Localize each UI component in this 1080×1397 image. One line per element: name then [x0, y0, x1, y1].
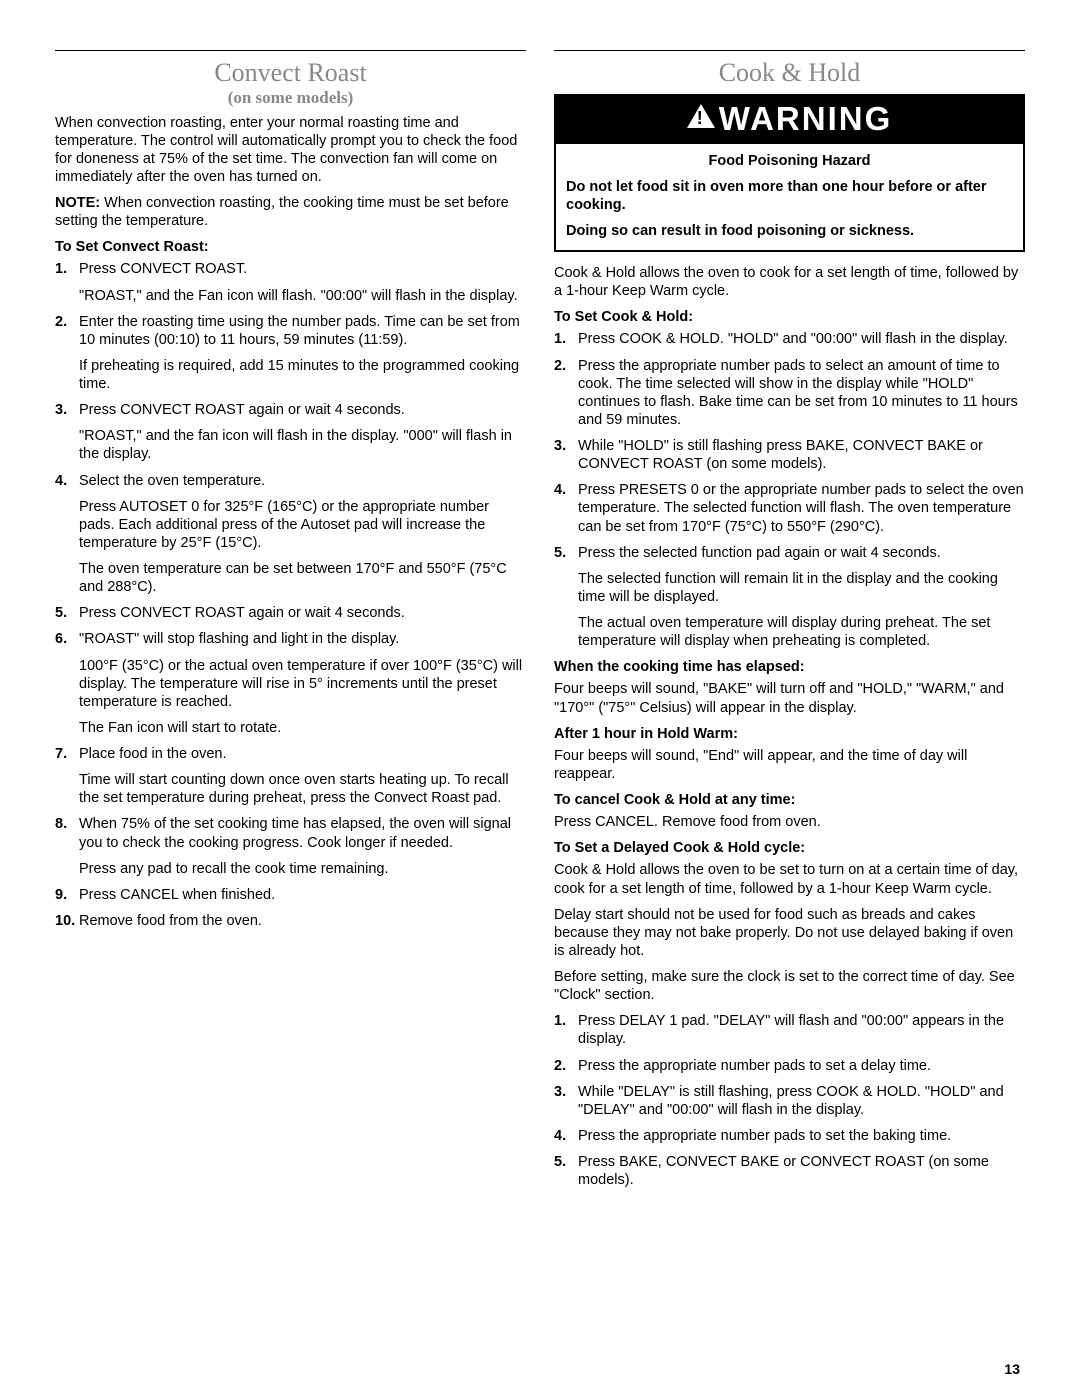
step-text: Place food in the oven. — [79, 746, 227, 762]
list-item: Remove food from the oven. — [55, 912, 526, 930]
list-item: While "DELAY" is still flashing, press C… — [554, 1083, 1025, 1119]
step-text: When 75% of the set cooking time has ela… — [79, 816, 511, 850]
list-item: Press the appropriate number pads to set… — [554, 1127, 1025, 1145]
convect-roast-subtitle: (on some models) — [55, 88, 526, 108]
cook-hold-title: Cook & Hold — [554, 59, 1025, 88]
convect-note: NOTE: When convection roasting, the cook… — [55, 194, 526, 230]
step-text: Press CANCEL when finished. — [79, 887, 275, 903]
step-sub: Time will start counting down once oven … — [79, 771, 526, 807]
step-sub: Press AUTOSET 0 for 325°F (165°C) or the… — [79, 498, 526, 552]
warning-p1: Do not let food sit in oven more than on… — [566, 178, 1013, 214]
warning-hazard: Food Poisoning Hazard — [566, 152, 1013, 170]
elapsed-text: Four beeps will sound, "BAKE" will turn … — [554, 680, 1025, 716]
step-text: Press the appropriate number pads to set… — [578, 1058, 931, 1074]
cook-hold-intro: Cook & Hold allows the oven to cook for … — [554, 264, 1025, 300]
elapsed-heading: When the cooking time has elapsed: — [554, 658, 1025, 676]
warning-p2: Doing so can result in food poisoning or… — [566, 222, 1013, 240]
step-sub: The Fan icon will start to rotate. — [79, 719, 526, 737]
list-item: Place food in the oven. Time will start c… — [55, 745, 526, 807]
warning-body: Food Poisoning Hazard Do not let food si… — [556, 144, 1023, 251]
delay-p1: Cook & Hold allows the oven to be set to… — [554, 861, 1025, 897]
list-item: Press the appropriate number pads to set… — [554, 1057, 1025, 1075]
step-text: Enter the roasting time using the number… — [79, 314, 520, 348]
page-number: 13 — [1004, 1361, 1020, 1377]
list-item: While "HOLD" is still flashing press BAK… — [554, 437, 1025, 473]
step-sub: 100°F (35°C) or the actual oven temperat… — [79, 657, 526, 711]
column-rule — [55, 50, 526, 51]
step-text: Press the appropriate number pads to sel… — [578, 358, 1018, 428]
step-sub: "ROAST," and the fan icon will flash in … — [79, 427, 526, 463]
list-item: Press CONVECT ROAST again or wait 4 seco… — [55, 604, 526, 622]
after-heading: After 1 hour in Hold Warm: — [554, 725, 1025, 743]
note-text: When convection roasting, the cooking ti… — [55, 195, 509, 229]
delay-p2: Delay start should not be used for food … — [554, 906, 1025, 960]
step-text: While "HOLD" is still flashing press BAK… — [578, 438, 983, 472]
step-text: Press CONVECT ROAST again or wait 4 seco… — [79, 402, 405, 418]
step-sub: If preheating is required, add 15 minute… — [79, 357, 526, 393]
step-text: Press DELAY 1 pad. "DELAY" will flash an… — [578, 1013, 1004, 1047]
step-text: Remove food from the oven. — [79, 913, 262, 929]
list-item: "ROAST" will stop flashing and light in … — [55, 630, 526, 737]
list-item: Press CANCEL when finished. — [55, 886, 526, 904]
step-sub: The actual oven temperature will display… — [578, 614, 1025, 650]
cook-hold-steps-list: Press COOK & HOLD. "HOLD" and "00:00" wi… — [554, 330, 1025, 650]
step-text: Select the oven temperature. — [79, 473, 265, 489]
step-text: Press PRESETS 0 or the appropriate numbe… — [578, 482, 1024, 534]
step-sub: The oven temperature can be set between … — [79, 560, 526, 596]
cancel-text: Press CANCEL. Remove food from oven. — [554, 813, 1025, 831]
step-text: Press BAKE, CONVECT BAKE or CONVECT ROAS… — [578, 1154, 989, 1188]
left-column: Convect Roast (on some models) When conv… — [55, 50, 526, 1197]
step-text: "ROAST" will stop flashing and light in … — [79, 631, 399, 647]
right-column: Cook & Hold WARNING Food Poisoning Hazar… — [554, 50, 1025, 1197]
column-rule — [554, 50, 1025, 51]
list-item: Press BAKE, CONVECT BAKE or CONVECT ROAS… — [554, 1153, 1025, 1189]
list-item: When 75% of the set cooking time has ela… — [55, 815, 526, 877]
step-text: Press CONVECT ROAST. — [79, 261, 247, 277]
warning-header: WARNING — [556, 96, 1023, 144]
list-item: Press the appropriate number pads to sel… — [554, 357, 1025, 430]
step-text: While "DELAY" is still flashing, press C… — [578, 1084, 1004, 1118]
list-item: Press DELAY 1 pad. "DELAY" will flash an… — [554, 1012, 1025, 1048]
step-text: Press CONVECT ROAST again or wait 4 seco… — [79, 605, 405, 621]
list-item: Enter the roasting time using the number… — [55, 313, 526, 394]
step-text: Press COOK & HOLD. "HOLD" and "00:00" wi… — [578, 331, 1008, 347]
convect-roast-title: Convect Roast — [55, 59, 526, 88]
warning-triangle-icon — [687, 104, 715, 128]
list-item: Press CONVECT ROAST again or wait 4 seco… — [55, 401, 526, 463]
convect-intro: When convection roasting, enter your nor… — [55, 114, 526, 187]
warning-label: WARNING — [719, 100, 893, 137]
set-convect-heading: To Set Convect Roast: — [55, 238, 526, 256]
cancel-heading: To cancel Cook & Hold at any time: — [554, 791, 1025, 809]
step-sub: Press any pad to recall the cook time re… — [79, 860, 526, 878]
note-label: NOTE: — [55, 195, 100, 211]
delay-heading: To Set a Delayed Cook & Hold cycle: — [554, 839, 1025, 857]
delay-steps-list: Press DELAY 1 pad. "DELAY" will flash an… — [554, 1012, 1025, 1189]
list-item: Press COOK & HOLD. "HOLD" and "00:00" wi… — [554, 330, 1025, 348]
list-item: Press PRESETS 0 or the appropriate numbe… — [554, 481, 1025, 535]
step-sub: The selected function will remain lit in… — [578, 570, 1025, 606]
list-item: Press the selected function pad again or… — [554, 544, 1025, 651]
step-text: Press the selected function pad again or… — [578, 545, 941, 561]
step-sub: "ROAST," and the Fan icon will flash. "0… — [79, 287, 526, 305]
delay-p3: Before setting, make sure the clock is s… — [554, 968, 1025, 1004]
warning-box: WARNING Food Poisoning Hazard Do not let… — [554, 94, 1025, 253]
list-item: Press CONVECT ROAST. "ROAST," and the Fan… — [55, 260, 526, 304]
list-item: Select the oven temperature. Press AUTOSE… — [55, 472, 526, 597]
set-cook-hold-heading: To Set Cook & Hold: — [554, 308, 1025, 326]
step-text: Press the appropriate number pads to set… — [578, 1128, 951, 1144]
page-content: Convect Roast (on some models) When conv… — [55, 50, 1025, 1197]
after-text: Four beeps will sound, "End" will appear… — [554, 747, 1025, 783]
convect-steps-list: Press CONVECT ROAST. "ROAST," and the Fan… — [55, 260, 526, 930]
